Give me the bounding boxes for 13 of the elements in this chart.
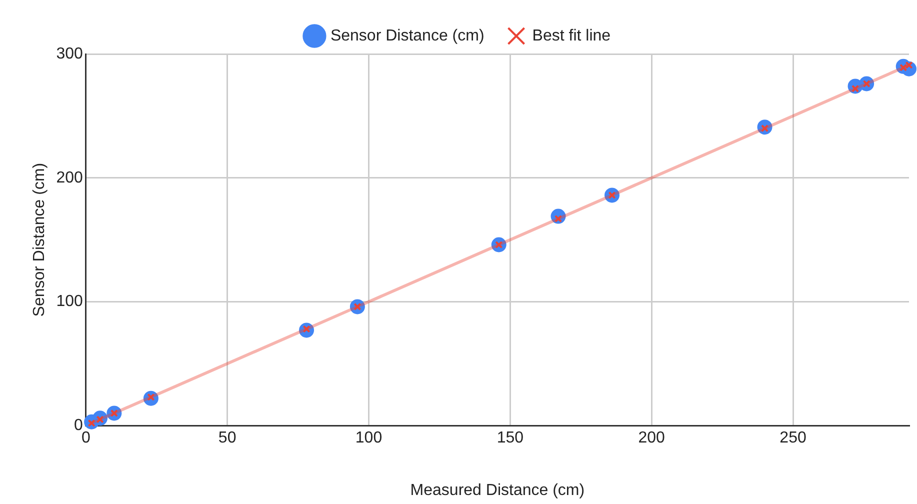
y-tick-label: 300 [56, 45, 83, 62]
x-tick-label: 150 [496, 430, 524, 447]
y-tick-label: 0 [74, 417, 83, 434]
legend-label: Best fit line [532, 27, 611, 44]
x-tick-label: 100 [355, 430, 382, 447]
y-tick-label: 200 [56, 169, 83, 186]
x-tick-label: 250 [780, 430, 806, 447]
x-axis-title: Measured Distance (cm) [410, 482, 585, 499]
legend-label: Sensor Distance (cm) [330, 27, 484, 44]
y-axis-title: Sensor Distance (cm) [31, 162, 48, 317]
x-tick-label: 50 [218, 430, 236, 447]
x-tick-label: 200 [638, 430, 666, 447]
y-tick-label: 100 [56, 293, 83, 310]
